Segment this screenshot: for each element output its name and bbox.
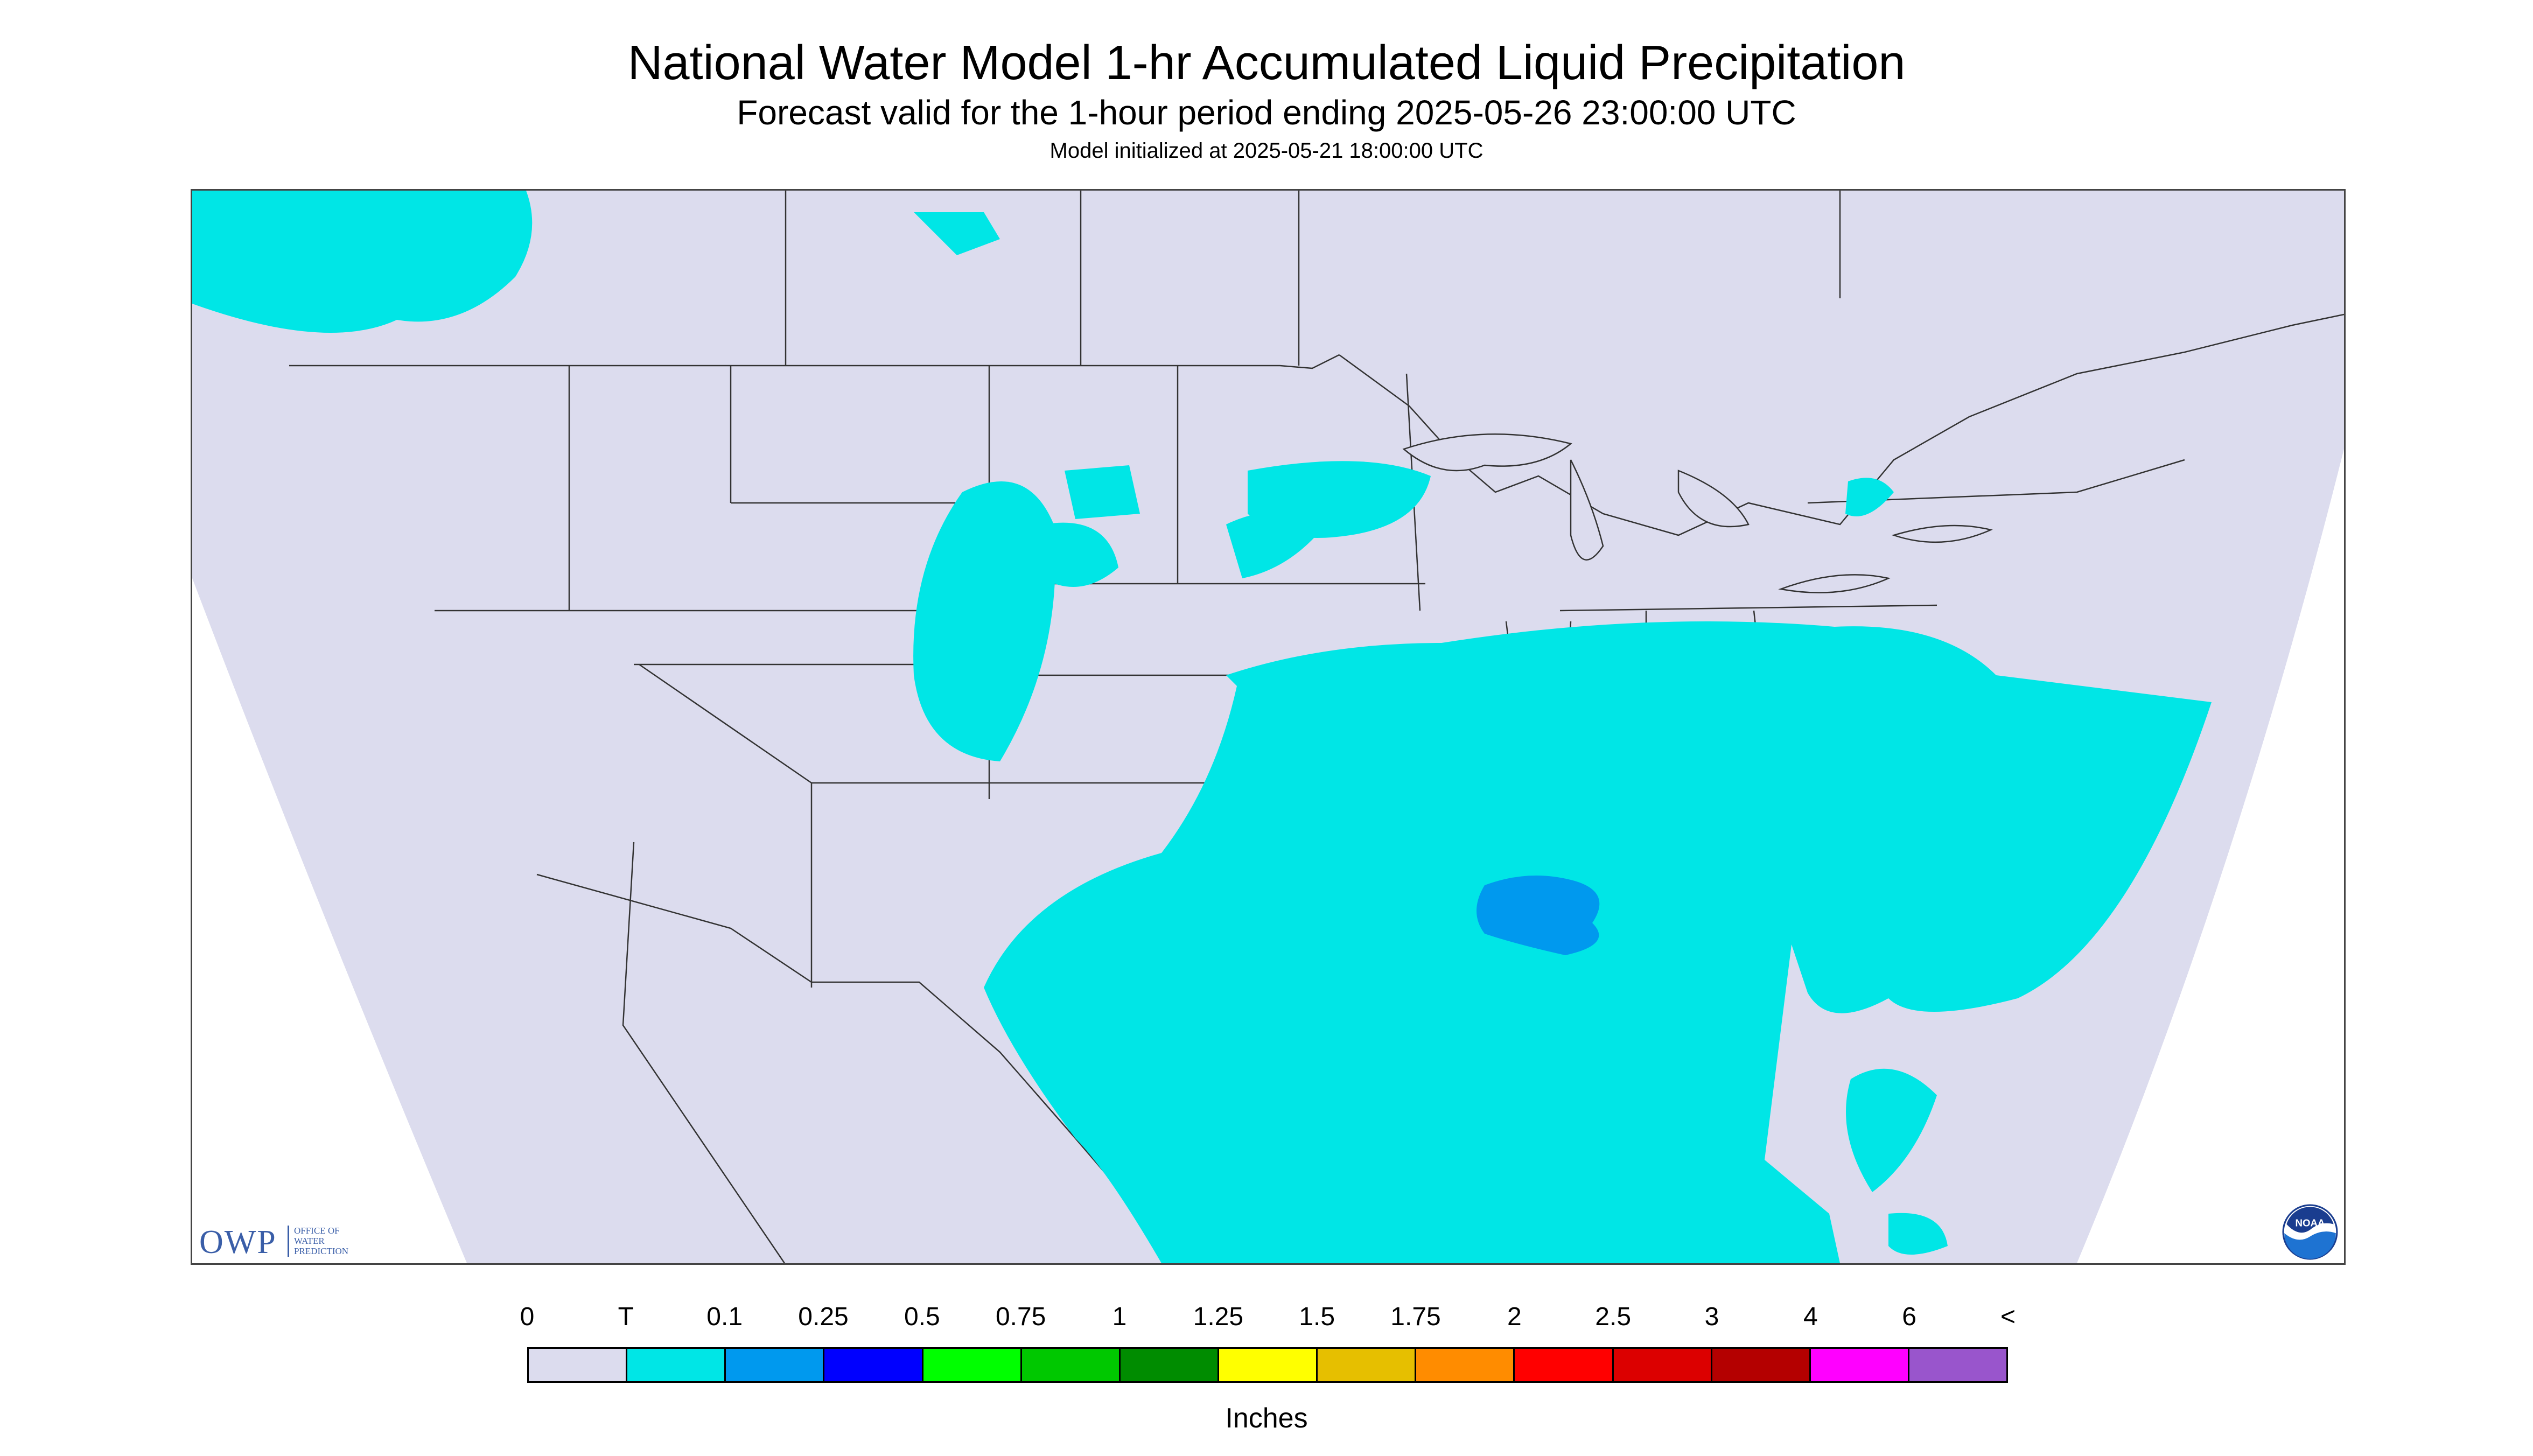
map-canvas [192, 191, 2344, 1263]
legend-tick-label: 0.75 [995, 1303, 1046, 1331]
legend-tick-label: 0.25 [798, 1303, 849, 1331]
precip-trace-areas [192, 191, 2212, 1263]
legend-tick-label: 1 [1112, 1303, 1127, 1331]
legend-swatch [1219, 1349, 1318, 1381]
legend-swatch [1416, 1349, 1515, 1381]
legend-tick-label: 2 [1507, 1303, 1522, 1331]
legend-tick-label: 1.75 [1390, 1303, 1441, 1331]
owp-logo-divider [288, 1226, 289, 1257]
legend-tick-label: 2.5 [1595, 1303, 1632, 1331]
legend-tick-label: T [618, 1303, 634, 1331]
precip-light-area [1477, 876, 1600, 955]
legend-tick-labels: 0 T 0.1 0.25 0.5 0.75 1 1.25 1.5 1.75 2 2.5 3 4 6 < [0, 1302, 2533, 1334]
model-init-line: Model initialized at 2025-05-21 18:00:00… [1049, 139, 1484, 163]
domain-mask-left [192, 578, 467, 1263]
legend-swatch [627, 1349, 726, 1381]
legend-tick-label: < [2000, 1303, 2016, 1331]
owp-logo-mark: OWP [199, 1224, 277, 1261]
legend-swatch [1318, 1349, 1417, 1381]
noaa-seal-text: NOAA [2295, 1217, 2325, 1229]
domain-mask-right [2077, 449, 2344, 1263]
legend-swatch [923, 1349, 1022, 1381]
great-lakes [1402, 433, 1993, 593]
legend-tick-label: 1.25 [1193, 1303, 1244, 1331]
legend-swatch [1810, 1349, 1909, 1381]
legend-swatch [1120, 1349, 1219, 1381]
legend-color-bar [527, 1347, 2008, 1383]
map-title: National Water Model 1-hr Accumulated Li… [627, 36, 1906, 90]
legend-units-label: Inches [1225, 1403, 1308, 1434]
legend-tick-label: 0.5 [904, 1303, 940, 1331]
legend-swatch [1515, 1349, 1614, 1381]
legend-swatch [529, 1349, 628, 1381]
legend-swatch [1712, 1349, 1811, 1381]
legend-swatch [1021, 1349, 1121, 1381]
legend-swatch [1909, 1349, 2007, 1381]
legend-tick-label: 0 [520, 1303, 535, 1331]
noaa-seal-icon: NOAA [2282, 1204, 2338, 1260]
precipitation-map [191, 189, 2346, 1265]
legend-tick-label: 1.5 [1299, 1303, 1335, 1331]
legend-tick-label: 3 [1704, 1303, 1719, 1331]
legend-swatch [1613, 1349, 1712, 1381]
legend-tick-label: 4 [1803, 1303, 1818, 1331]
legend-swatch [824, 1349, 923, 1381]
legend-tick-label: 0.1 [706, 1303, 743, 1331]
owp-logo-name: OFFICE OF WATER PREDICTION [294, 1226, 349, 1256]
forecast-valid-subtitle: Forecast valid for the 1-hour period end… [737, 93, 1796, 132]
legend-swatch [726, 1349, 825, 1381]
legend-tick-label: 6 [1902, 1303, 1917, 1331]
